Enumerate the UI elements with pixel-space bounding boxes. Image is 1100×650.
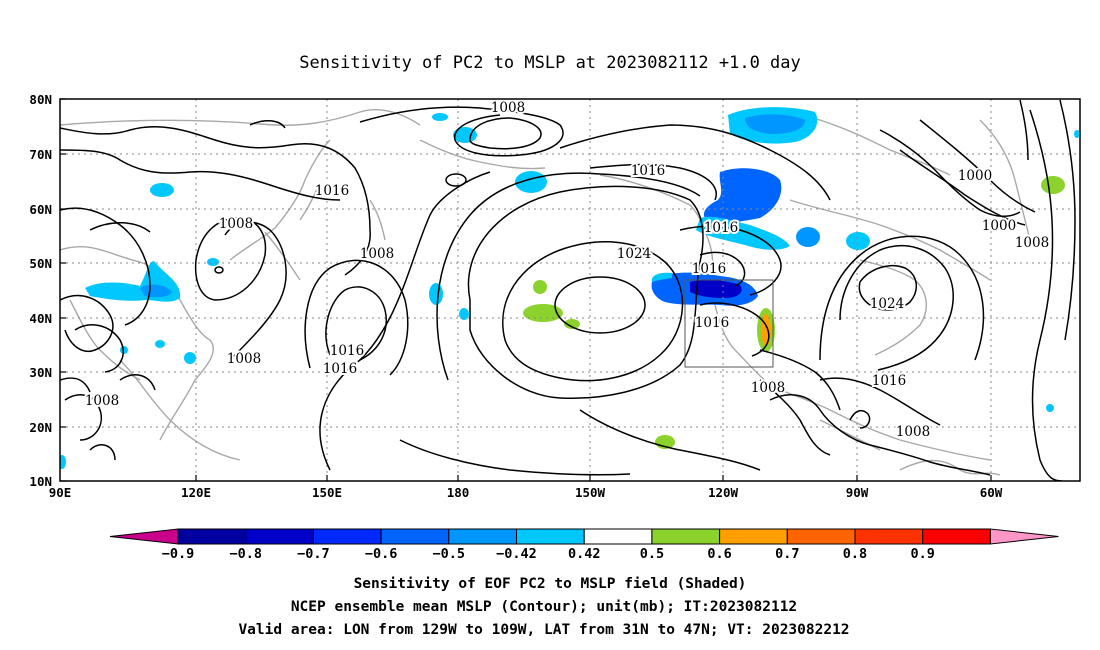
lat-tick-label: 60N <box>29 202 52 217</box>
latitude-labels: 80N 70N 60N 50N 40N 30N 20N 10N <box>29 92 52 489</box>
caption-line-1: Sensitivity of EOF PC2 to MSLP field (Sh… <box>354 576 747 592</box>
lat-tick-label: 30N <box>29 365 52 380</box>
lat-tick-label: 70N <box>29 147 52 162</box>
shade-negative-north-light <box>696 216 790 250</box>
contour-label: 1016 <box>323 361 357 377</box>
caption-line-3: Valid area: LON from 129W to 109W, LAT f… <box>238 622 849 638</box>
colorbar-swatch <box>516 528 585 545</box>
lon-tick-label: 150E <box>312 485 342 500</box>
colorbar-label: −0.5 <box>433 546 466 562</box>
figure-title: Sensitivity of PC2 to MSLP at 2023082112… <box>299 53 801 73</box>
colorbar-label: −0.42 <box>496 546 537 562</box>
shade-negative-core <box>690 279 742 298</box>
colorbar-swatch <box>922 528 991 545</box>
colorbar-swatch <box>719 528 788 545</box>
colorbar-swatch <box>786 528 856 545</box>
colorbar-label: −0.7 <box>297 546 330 562</box>
contour-label: 1016 <box>631 163 665 179</box>
contour-label: 1016 <box>695 315 729 331</box>
caption-line-2: NCEP ensemble mean MSLP (Contour); unit(… <box>291 599 797 615</box>
colorbar-label: 0.5 <box>640 546 664 562</box>
lon-tick-label: 90E <box>49 485 72 500</box>
contour-label: 1008 <box>751 380 785 396</box>
lon-tick-label: 120W <box>708 485 739 500</box>
lat-tick-label: 80N <box>29 92 52 107</box>
colorbar-swatch <box>245 528 314 545</box>
contour-label: 1024 <box>617 246 651 262</box>
contour-label: 1008 <box>360 246 394 262</box>
colorbar-swatch <box>854 528 924 545</box>
colorbar-swatch <box>380 528 450 545</box>
lat-tick-label: 20N <box>29 420 52 435</box>
contour-label: 1000 <box>982 218 1016 234</box>
contour-label: 1008 <box>491 100 525 116</box>
map-frame <box>59 98 1081 482</box>
colorbar-swatch <box>177 528 247 545</box>
colorbar-swatch <box>448 528 517 545</box>
colorbar-label: −0.8 <box>229 546 262 562</box>
lon-tick-label: 60W <box>980 485 1003 500</box>
colorbar: −0.9 −0.8 −0.7 −0.6 −0.5 −0.42 0.42 0.5 0.6 0.7 0.… <box>109 528 1059 562</box>
axis-ticks <box>60 98 992 482</box>
contour-label: 1016 <box>692 261 726 277</box>
contour-label: 1008 <box>1015 235 1049 251</box>
colorbar-label: 0.8 <box>843 546 867 562</box>
lon-tick-label: 120E <box>181 485 211 500</box>
colorbar-swatch <box>583 528 653 545</box>
coastlines <box>60 109 1031 476</box>
contour-labels: 1008 1016 1016 1000 1008 1000 1008 1016 … <box>83 99 1051 442</box>
contour-label: 1016 <box>872 373 906 389</box>
lon-tick-label: 180 <box>447 485 470 500</box>
map-panel: 1008 1016 1016 1000 1008 1000 1008 1016 … <box>60 99 1080 481</box>
colorbar-label: −0.6 <box>365 546 398 562</box>
shade-negative-halo <box>651 272 672 282</box>
colorbar-high-end <box>989 528 1059 545</box>
contour-label: 1016 <box>704 220 738 236</box>
colorbar-low-end <box>109 528 179 545</box>
contour-label: 1008 <box>896 424 930 440</box>
contour-label: 1016 <box>330 343 364 359</box>
colorbar-label: 0.42 <box>568 546 601 562</box>
shade-negative-arctic-core <box>745 114 805 134</box>
colorbar-label: 0.6 <box>707 546 731 562</box>
lon-tick-label: 90W <box>846 485 869 500</box>
lat-tick-label: 50N <box>29 256 52 271</box>
lon-tick-label: 150W <box>575 485 606 500</box>
lat-tick-label: 10N <box>29 474 52 489</box>
valid-area-box <box>684 279 774 368</box>
shade-negative-north <box>703 168 782 223</box>
colorbar-swatch <box>651 528 721 545</box>
graticule <box>60 99 1080 481</box>
contour-label: 1008 <box>227 351 261 367</box>
contour-label: 1024 <box>870 296 904 312</box>
colorbar-label: −0.9 <box>162 546 195 562</box>
lat-tick-label: 40N <box>29 311 52 326</box>
contour-label: 1000 <box>958 168 992 184</box>
colorbar-label: 0.7 <box>775 546 799 562</box>
colorbar-swatch <box>312 528 382 545</box>
longitude-labels: 90E 120E 150E 180 150W 120W 90W 60W <box>49 485 1003 500</box>
mslp-contours <box>60 99 1076 481</box>
contour-label: 1008 <box>219 216 253 232</box>
contour-label: 1016 <box>315 183 349 199</box>
colorbar-label: 0.9 <box>911 546 935 562</box>
contour-label: 1008 <box>85 393 119 409</box>
